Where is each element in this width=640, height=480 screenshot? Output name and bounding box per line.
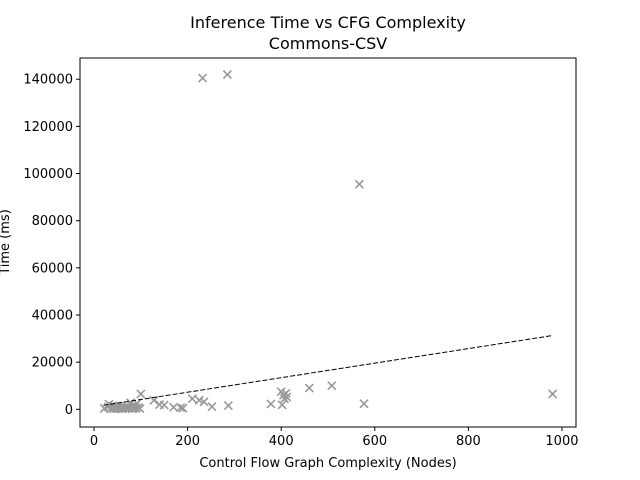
data-point [178,403,188,413]
data-point [169,402,179,412]
x-tick-label: 800 [456,434,481,449]
data-point [187,394,197,404]
trend-line [103,335,553,406]
plot-area-frame [79,57,577,428]
y-tick-label: 60000 [32,261,73,276]
y-tick-label: 100000 [23,167,73,182]
data-point [266,399,276,409]
data-point [282,392,292,402]
x-tick-label: 0 [90,434,98,449]
y-tick-label: 140000 [23,73,73,88]
x-tick-label: 1000 [545,434,578,449]
data-point [222,69,232,80]
chart-subtitle: Commons-CSV [269,34,388,53]
data-point [149,395,159,405]
x-tick-label: 400 [269,434,294,449]
x-axis-ticks: 0 200 400 600 800 1000 [90,427,579,449]
data-point [135,404,145,414]
data-point [207,402,217,412]
data-point [327,381,337,391]
y-axis-ticks: 0 20000 40000 60000 80000 100000 120000 140000 [23,73,80,418]
data-point [354,179,364,189]
y-tick-label: 20000 [32,356,73,371]
data-point [176,403,186,413]
data-point [359,399,369,409]
y-tick-label: 80000 [32,214,73,229]
y-axis-label: Time (ms) [0,209,13,276]
x-axis-label: Control Flow Graph Complexity (Nodes) [199,456,456,471]
data-point [198,73,208,83]
data-point [199,397,209,407]
data-point [159,400,169,410]
y-tick-label: 0 [65,403,73,418]
x-tick-label: 200 [175,434,200,449]
data-point [304,383,314,393]
data-point [136,389,146,399]
data-point [223,400,233,411]
data-point [277,400,287,410]
data-points [99,69,558,414]
chart-title: Inference Time vs CFG Complexity [190,13,466,32]
y-tick-label: 120000 [23,120,73,135]
x-tick-label: 600 [362,434,387,449]
data-point [548,389,558,399]
y-tick-label: 40000 [32,309,73,324]
